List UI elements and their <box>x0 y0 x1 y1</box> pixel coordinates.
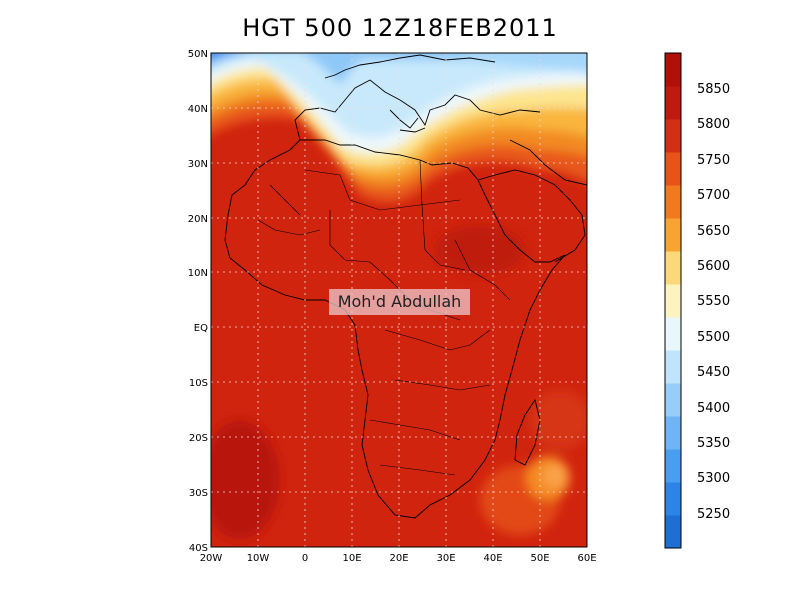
colorbar-swatch <box>665 185 681 219</box>
lat-label: 10S <box>189 378 208 389</box>
colorbar-label: 5500 <box>697 330 730 345</box>
map-title: HGT 500 12Z18FEB2011 <box>242 14 558 42</box>
colorbar-swatch <box>665 482 681 516</box>
lon-label: 30E <box>436 553 455 564</box>
lon-label: 60E <box>577 553 596 564</box>
colorbar-swatch <box>665 449 681 483</box>
colorbar-swatch <box>665 86 681 120</box>
colorbar: 5850 5800 5750 5700 5650 5600 5550 5500 … <box>664 52 730 549</box>
lon-label: 0 <box>302 553 308 564</box>
colorbar-swatches <box>665 53 681 549</box>
colorbar-swatch <box>665 350 681 384</box>
lat-label: 20N <box>188 214 208 225</box>
lat-label: 40S <box>189 543 208 554</box>
lat-label: 10N <box>188 268 208 279</box>
colorbar-swatch <box>665 251 681 285</box>
colorbar-label: 5750 <box>697 153 730 168</box>
lat-label: 30S <box>189 488 208 499</box>
colorbar-label: 5550 <box>697 294 730 309</box>
lon-label: 40E <box>483 553 502 564</box>
colorbar-label: 5700 <box>697 188 730 203</box>
colorbar-label: 5350 <box>697 436 730 451</box>
colorbar-label: 5600 <box>697 259 730 274</box>
lat-label: 30N <box>188 159 208 170</box>
colorbar-label: 5650 <box>697 224 730 239</box>
lon-label: 50E <box>530 553 549 564</box>
colorbar-swatch <box>665 218 681 252</box>
lon-label: 20W <box>200 553 223 564</box>
map-frame <box>210 52 588 548</box>
colorbar-swatch <box>665 383 681 417</box>
colorbar-label: 5300 <box>697 471 730 486</box>
lon-label: 10E <box>342 553 361 564</box>
colorbar-swatch <box>665 152 681 186</box>
lat-label: EQ <box>194 323 208 334</box>
colorbar-swatch <box>665 53 681 87</box>
colorbar-label: 5400 <box>697 401 730 416</box>
colorbar-swatch <box>665 119 681 153</box>
colorbar-label: 5850 <box>697 82 730 97</box>
colorbar-swatch <box>665 416 681 450</box>
colorbar-swatch <box>665 515 681 549</box>
coastlines <box>224 54 587 519</box>
colorbar-label: 5800 <box>697 117 730 132</box>
lat-label: 50N <box>188 49 208 60</box>
lat-label: 20S <box>189 433 208 444</box>
watermark-label: Moh'd Abdullah <box>329 289 470 315</box>
lon-label: 10W <box>247 553 270 564</box>
colorbar-swatch <box>665 317 681 351</box>
colorbar-label: 5250 <box>697 507 730 522</box>
lon-label: 20E <box>389 553 408 564</box>
lat-axis-labels: 50N 40N 30N 20N 10N EQ 10S 20S 30S 40S <box>188 49 208 554</box>
lon-axis-labels: 20W 10W 0 10E 20E 30E 40E 50E 60E <box>200 553 597 564</box>
colorbar-frame <box>664 52 682 549</box>
lat-label: 40N <box>188 104 208 115</box>
colorbar-label: 5450 <box>697 365 730 380</box>
colorbar-swatch <box>665 284 681 318</box>
